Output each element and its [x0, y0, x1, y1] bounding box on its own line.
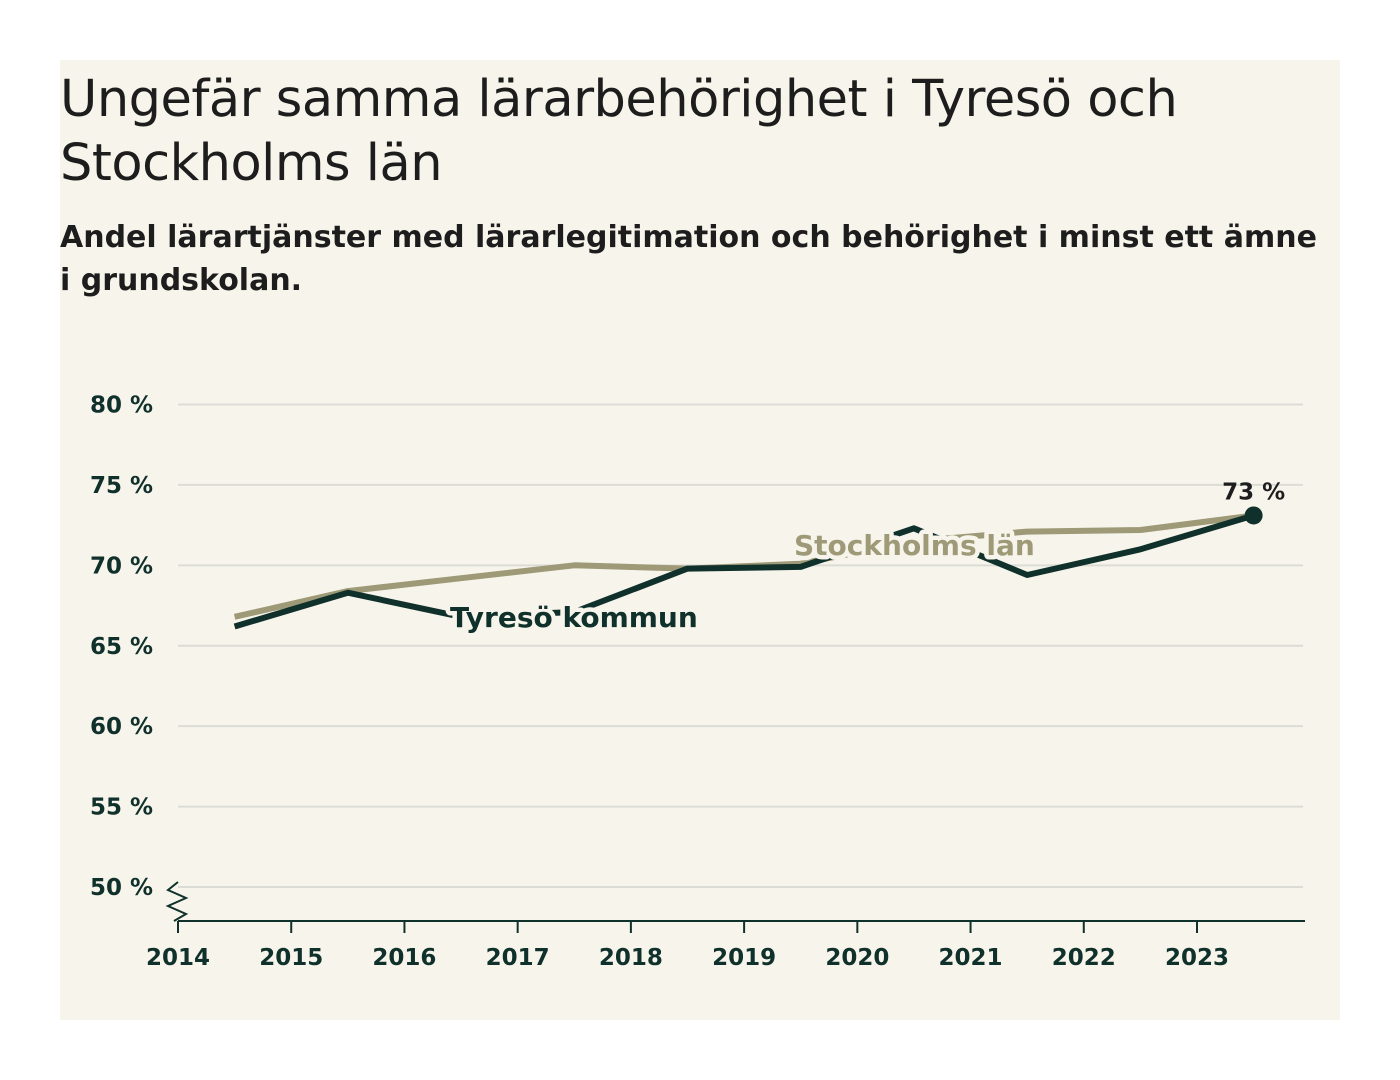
x-tick-label: 2018 [599, 945, 663, 971]
y-tick-label: 70 % [90, 553, 153, 579]
axis-break-icon [165, 881, 189, 922]
chart-card [60, 60, 1340, 1020]
x-tick-label: 2022 [1052, 945, 1116, 971]
series-lines [233, 512, 1255, 630]
grid-lines [178, 403, 1303, 888]
chart-title: Ungefär samma lärarbehörighet i Tyresö o… [60, 70, 1178, 193]
series-labels: Stockholms län Tyresö kommun 73 % [446, 479, 1286, 638]
x-tick-label: 2016 [372, 945, 436, 971]
x-tick-label: 2015 [259, 945, 323, 971]
y-tick-label: 80 % [90, 393, 153, 419]
y-tick-label: 75 % [90, 473, 153, 499]
x-tick-label: 2021 [939, 945, 1003, 971]
y-tick-label: 60 % [90, 714, 153, 740]
series-line-tyreso-kommun [233, 512, 1255, 630]
y-axis: 50 % 55 % 60 % 65 % 70 % 75 % 80 % [90, 393, 153, 902]
y-tick-label: 65 % [90, 634, 153, 660]
x-tick-label: 2019 [712, 945, 776, 971]
chart-subtitle: Andel lärartjänster med lärarlegitimatio… [60, 220, 1317, 298]
series-label-tyreso-kommun: Tyresö kommun [450, 601, 698, 634]
x-tick-label: 2017 [486, 945, 550, 971]
x-axis: 2014 2015 2016 2017 2018 2019 2020 2021 2022 2023 [146, 881, 1305, 971]
x-tick-label: 2023 [1165, 945, 1229, 971]
y-tick-label: 55 % [90, 795, 153, 821]
series-label-stockholms-lan: Stockholms län [794, 529, 1035, 562]
x-tick-label: 2014 [146, 945, 210, 971]
end-value-label: 73 % [1222, 479, 1285, 505]
y-tick-label: 50 % [90, 875, 153, 901]
end-point-marker [1244, 506, 1263, 525]
x-tick-label: 2020 [825, 945, 889, 971]
